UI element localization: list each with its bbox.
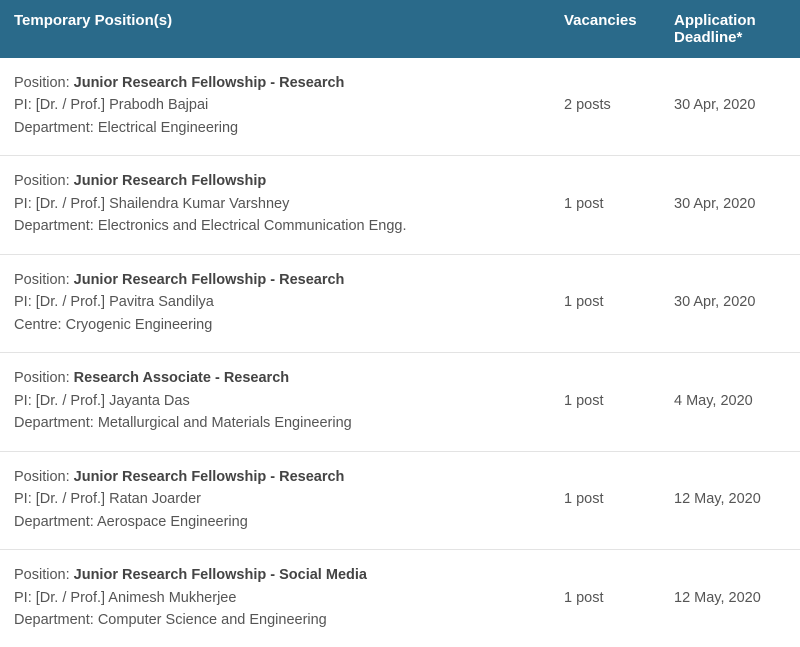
position-label: Position:	[14, 272, 74, 288]
org-label: Department:	[14, 514, 97, 530]
pi-label: PI: [Dr. / Prof.]	[14, 97, 109, 113]
cell-deadline: 30 Apr, 2020	[660, 254, 800, 352]
position-line: Position: Junior Research Fellowship - R…	[14, 72, 536, 94]
position-label: Position:	[14, 567, 74, 583]
position-label: Position:	[14, 469, 74, 485]
header-position: Temporary Position(s)	[0, 0, 550, 58]
org-line: Department: Aerospace Engineering	[14, 511, 536, 533]
org-label: Department:	[14, 612, 98, 628]
cell-deadline: 30 Apr, 2020	[660, 156, 800, 254]
pi-name: Jayanta Das	[109, 393, 190, 409]
org-label: Department:	[14, 218, 98, 234]
cell-vacancies: 1 post	[550, 550, 660, 647]
cell-deadline: 12 May, 2020	[660, 451, 800, 549]
position-title[interactable]: Junior Research Fellowship - Research	[74, 469, 345, 485]
cell-vacancies: 1 post	[550, 254, 660, 352]
pi-line: PI: [Dr. / Prof.] Ratan Joarder	[14, 488, 536, 510]
cell-vacancies: 1 post	[550, 156, 660, 254]
cell-position: Position: Junior Research Fellowship - R…	[0, 451, 550, 549]
header-deadline: Application Deadline*	[660, 0, 800, 58]
org-line: Department: Computer Science and Enginee…	[14, 609, 536, 631]
cell-vacancies: 2 posts	[550, 58, 660, 156]
cell-deadline: 30 Apr, 2020	[660, 58, 800, 156]
org-line: Department: Electrical Engineering	[14, 117, 536, 139]
org-label: Centre:	[14, 317, 66, 333]
position-title[interactable]: Junior Research Fellowship - Social Medi…	[74, 567, 367, 583]
pi-label: PI: [Dr. / Prof.]	[14, 491, 109, 507]
pi-label: PI: [Dr. / Prof.]	[14, 294, 109, 310]
position-line: Position: Junior Research Fellowship - S…	[14, 564, 536, 586]
org-name: Aerospace Engineering	[97, 514, 248, 530]
table-header-row: Temporary Position(s) Vacancies Applicat…	[0, 0, 800, 58]
position-title[interactable]: Research Associate - Research	[74, 370, 289, 386]
position-line: Position: Research Associate - Research	[14, 367, 536, 389]
org-name: Metallurgical and Materials Engineering	[98, 415, 352, 431]
cell-position: Position: Junior Research Fellowship - S…	[0, 550, 550, 647]
cell-vacancies: 1 post	[550, 451, 660, 549]
position-line: Position: Junior Research Fellowship - R…	[14, 269, 536, 291]
cell-position: Position: Junior Research Fellowship - R…	[0, 58, 550, 156]
pi-line: PI: [Dr. / Prof.] Jayanta Das	[14, 390, 536, 412]
org-name: Cryogenic Engineering	[66, 317, 213, 333]
table-row: Position: Junior Research Fellowship - R…	[0, 58, 800, 156]
position-line: Position: Junior Research Fellowship - R…	[14, 466, 536, 488]
position-title[interactable]: Junior Research Fellowship - Research	[74, 75, 345, 91]
cell-deadline: 12 May, 2020	[660, 550, 800, 647]
pi-name: Ratan Joarder	[109, 491, 201, 507]
org-line: Centre: Cryogenic Engineering	[14, 314, 536, 336]
position-title[interactable]: Junior Research Fellowship - Research	[74, 272, 345, 288]
position-line: Position: Junior Research Fellowship	[14, 170, 536, 192]
position-label: Position:	[14, 173, 74, 189]
pi-line: PI: [Dr. / Prof.] Pavitra Sandilya	[14, 291, 536, 313]
org-line: Department: Metallurgical and Materials …	[14, 412, 536, 434]
table-row: Position: Junior Research FellowshipPI: …	[0, 156, 800, 254]
table-row: Position: Junior Research Fellowship - S…	[0, 550, 800, 647]
header-vacancies: Vacancies	[550, 0, 660, 58]
pi-label: PI: [Dr. / Prof.]	[14, 196, 109, 212]
table-row: Position: Research Associate - ResearchP…	[0, 353, 800, 451]
pi-line: PI: [Dr. / Prof.] Prabodh Bajpai	[14, 94, 536, 116]
pi-name: Pavitra Sandilya	[109, 294, 214, 310]
org-name: Computer Science and Engineering	[98, 612, 327, 628]
positions-table: Temporary Position(s) Vacancies Applicat…	[0, 0, 800, 647]
position-label: Position:	[14, 75, 74, 91]
org-name: Electrical Engineering	[98, 120, 238, 136]
position-label: Position:	[14, 370, 74, 386]
table-row: Position: Junior Research Fellowship - R…	[0, 451, 800, 549]
cell-position: Position: Junior Research Fellowship - R…	[0, 254, 550, 352]
table-row: Position: Junior Research Fellowship - R…	[0, 254, 800, 352]
pi-name: Prabodh Bajpai	[109, 97, 208, 113]
org-line: Department: Electronics and Electrical C…	[14, 215, 536, 237]
position-title[interactable]: Junior Research Fellowship	[74, 173, 267, 189]
org-name: Electronics and Electrical Communication…	[98, 218, 407, 234]
pi-line: PI: [Dr. / Prof.] Shailendra Kumar Varsh…	[14, 193, 536, 215]
cell-position: Position: Research Associate - ResearchP…	[0, 353, 550, 451]
cell-position: Position: Junior Research FellowshipPI: …	[0, 156, 550, 254]
cell-deadline: 4 May, 2020	[660, 353, 800, 451]
org-label: Department:	[14, 415, 98, 431]
org-label: Department:	[14, 120, 98, 136]
pi-name: Shailendra Kumar Varshney	[109, 196, 289, 212]
cell-vacancies: 1 post	[550, 353, 660, 451]
pi-label: PI: [Dr. / Prof.]	[14, 393, 109, 409]
